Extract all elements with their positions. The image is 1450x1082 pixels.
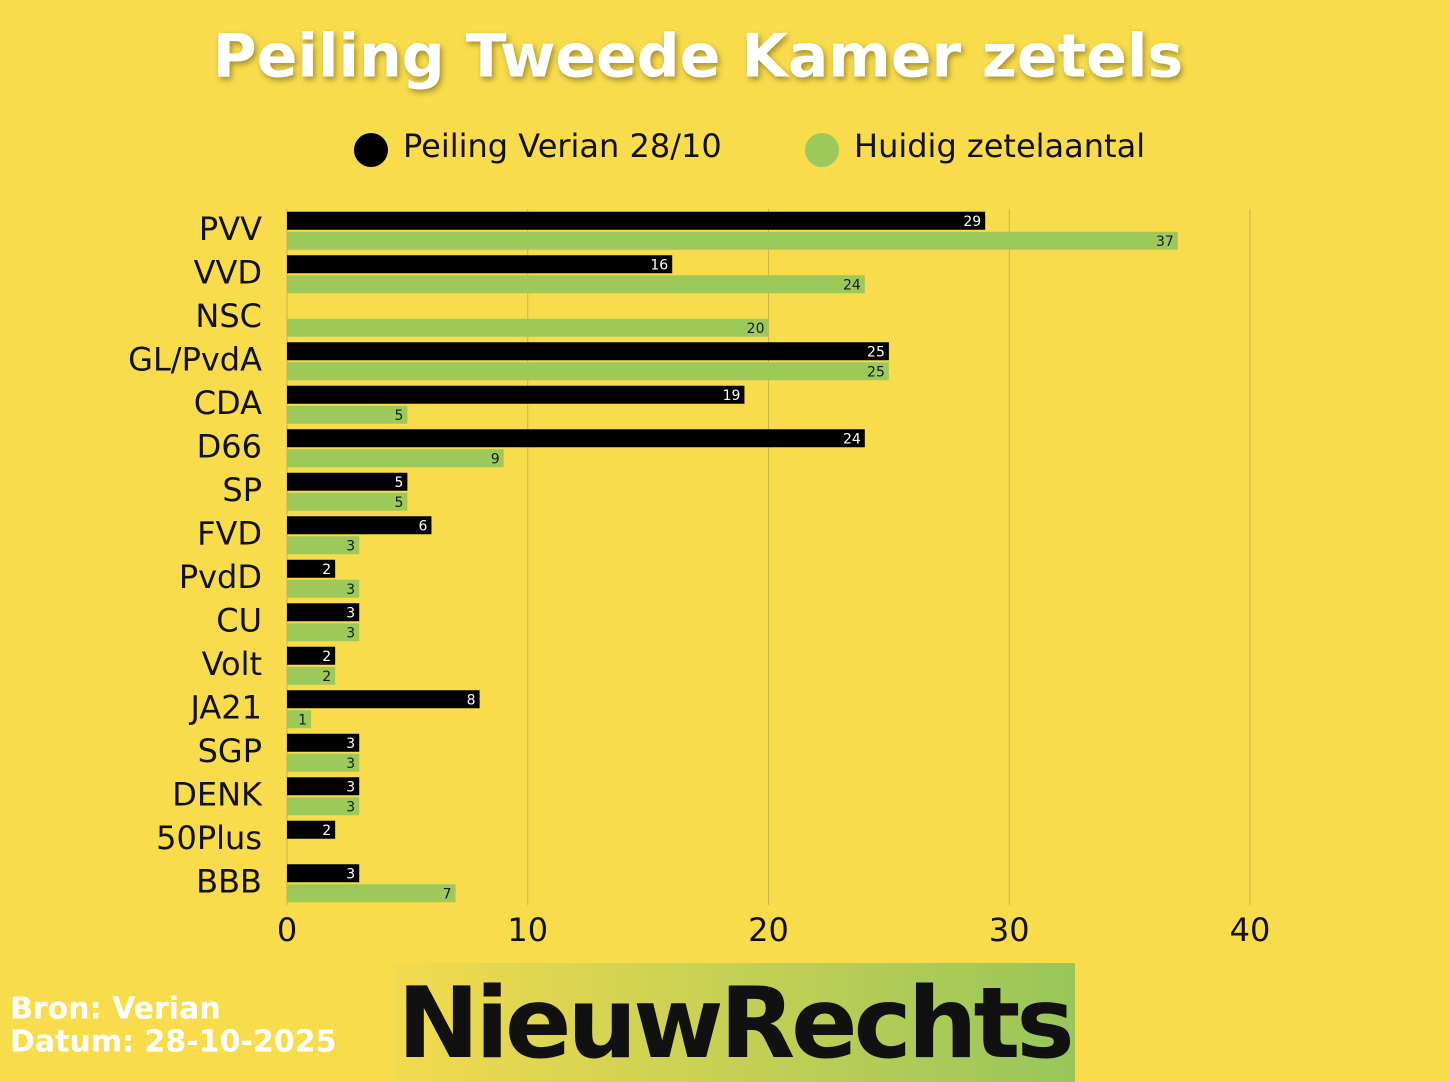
legend-label: Peiling Verian 28/10	[403, 127, 722, 165]
legend-label: Huidig zetelaantal	[854, 127, 1145, 165]
bar	[287, 472, 408, 491]
y-tick-label: FVD	[197, 514, 262, 552]
y-tick-label: NSC	[195, 297, 262, 335]
value-label: 3	[346, 799, 355, 815]
bar	[287, 211, 986, 230]
value-label: 1	[298, 712, 307, 728]
bar	[287, 733, 360, 752]
y-tick-label: 50Plus	[156, 819, 262, 857]
bar	[287, 777, 360, 796]
source: Bron: Verian	[10, 992, 221, 1027]
y-tick-label: VVD	[194, 253, 262, 291]
value-label: 2	[322, 649, 331, 665]
legend-marker	[805, 133, 839, 167]
bar	[287, 492, 408, 511]
bar	[287, 516, 432, 535]
value-label: 2	[322, 562, 331, 578]
value-label: 7	[443, 886, 452, 902]
value-label: 3	[346, 582, 355, 598]
value-label: 6	[419, 518, 428, 534]
value-label: 3	[346, 605, 355, 621]
y-tick-label: DENK	[172, 775, 263, 813]
y-tick-label: D66	[197, 427, 262, 465]
bar	[287, 385, 745, 404]
value-label: 3	[346, 779, 355, 795]
value-label: 5	[394, 475, 403, 491]
value-label: 3	[346, 866, 355, 882]
bar	[287, 864, 360, 883]
bar	[287, 666, 336, 685]
x-tick-label: 0	[277, 911, 297, 949]
logo: NieuwRechts	[397, 967, 1070, 1081]
y-tick-label: Volt	[202, 645, 262, 683]
bar	[287, 753, 360, 772]
date: Datum: 28-10-2025	[10, 1025, 336, 1060]
value-label: 8	[467, 692, 476, 708]
x-tick-label: 10	[507, 911, 548, 949]
value-label: 19	[723, 388, 741, 404]
bar	[287, 429, 865, 448]
bar	[287, 884, 456, 903]
bar	[287, 710, 312, 729]
value-label: 3	[346, 736, 355, 752]
bar	[287, 275, 865, 294]
y-tick-label: CDA	[194, 384, 262, 422]
bar	[287, 362, 889, 381]
bar	[287, 405, 408, 424]
bar	[287, 559, 336, 578]
y-tick-label: SP	[222, 471, 262, 509]
value-label: 25	[867, 344, 885, 360]
value-label: 24	[843, 277, 861, 293]
x-tick-label: 30	[989, 911, 1030, 949]
chart-title: Peiling Tweede Kamer zetels	[213, 22, 1184, 92]
y-tick-label: SGP	[198, 732, 262, 770]
value-label: 2	[322, 823, 331, 839]
value-label: 5	[394, 495, 403, 511]
x-tick-label: 20	[748, 911, 789, 949]
logo-box	[393, 963, 1075, 1082]
value-label: 3	[346, 538, 355, 554]
y-tick-label: PVV	[199, 210, 262, 248]
value-label: 16	[650, 257, 668, 273]
bar	[287, 536, 360, 555]
bar	[287, 579, 360, 598]
y-tick-label: CU	[216, 601, 262, 639]
bar	[287, 449, 504, 468]
legend-marker	[354, 133, 388, 167]
value-label: 2	[322, 669, 331, 685]
value-label: 29	[963, 214, 981, 230]
bar	[287, 797, 360, 816]
x-tick-label: 40	[1230, 911, 1271, 949]
bar	[287, 603, 360, 622]
bar	[287, 646, 336, 665]
bar	[287, 318, 769, 337]
bar	[287, 820, 336, 839]
bar	[287, 342, 889, 361]
value-label: 3	[346, 756, 355, 772]
value-label: 9	[491, 451, 500, 467]
value-label: 24	[843, 431, 861, 447]
y-tick-label: GL/PvdA	[128, 340, 262, 378]
bar	[287, 255, 673, 274]
value-label: 37	[1156, 234, 1174, 250]
value-label: 25	[867, 364, 885, 380]
y-tick-label: PvdD	[179, 558, 262, 596]
bar	[287, 690, 480, 709]
value-label: 3	[346, 625, 355, 641]
bar	[287, 623, 360, 642]
bar	[287, 231, 1178, 250]
y-tick-label: JA21	[189, 688, 262, 726]
value-label: 20	[747, 321, 765, 337]
value-label: 5	[394, 408, 403, 424]
y-tick-label: BBB	[196, 862, 262, 900]
